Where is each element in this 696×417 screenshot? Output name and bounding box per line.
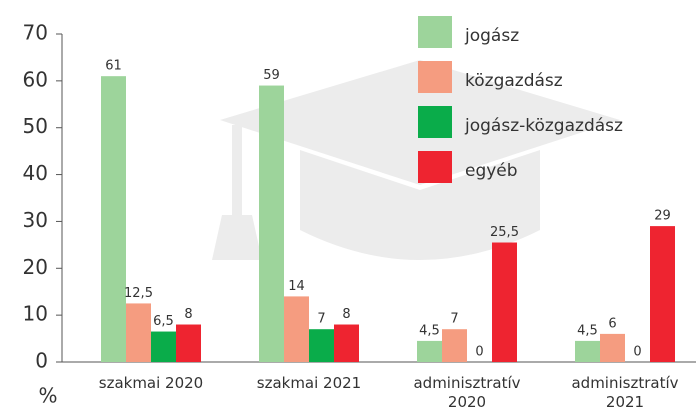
bar: [101, 76, 126, 363]
value-label: 59: [263, 68, 280, 83]
x-tick-label: adminisztratív 2021: [571, 374, 679, 411]
y-tick-label: 0: [35, 349, 48, 373]
legend-label: közgazdász: [465, 71, 563, 91]
bar: [334, 324, 359, 362]
legend-swatch: [418, 106, 452, 138]
value-label: 8: [184, 307, 192, 322]
value-label: 25,5: [490, 225, 519, 240]
value-label: 8: [342, 307, 350, 322]
y-tick-label: 10: [23, 302, 48, 326]
value-label: 6,5: [153, 314, 174, 329]
value-label: 12,5: [124, 286, 153, 301]
legend-swatch: [418, 151, 452, 183]
y-tick-label: 70: [23, 21, 48, 45]
value-label: 7: [317, 312, 325, 327]
bar: [650, 226, 675, 362]
legend-label: egyéb: [465, 161, 518, 181]
bar: [309, 329, 334, 362]
legend-label: jogász-közgazdász: [464, 116, 623, 136]
value-label: 61: [105, 59, 122, 74]
legend-swatch: [418, 16, 452, 48]
value-label: 0: [633, 345, 641, 360]
bar: [442, 329, 467, 362]
y-axis-label: %: [38, 384, 57, 408]
x-tick-label: szakmai 2021: [256, 374, 362, 392]
y-tick-label: 50: [23, 114, 48, 138]
value-label: 14: [288, 279, 305, 294]
legend-label: jogász: [464, 26, 519, 46]
value-label: 4,5: [577, 323, 598, 338]
value-label: 4,5: [419, 323, 440, 338]
value-label: 7: [450, 312, 458, 327]
x-tick-label: szakmai 2020: [98, 374, 204, 392]
bar: [151, 331, 176, 362]
y-tick-label: 40: [23, 161, 48, 185]
value-label: 29: [654, 209, 671, 224]
x-tick-label: adminisztratív 2020: [413, 374, 521, 411]
value-label: 6: [608, 316, 616, 331]
bar: [575, 340, 600, 362]
bar: [492, 242, 517, 362]
y-tick-label: 30: [23, 208, 48, 232]
bar: [259, 85, 284, 363]
tassel-end: [212, 215, 262, 260]
bar: [600, 333, 625, 362]
y-tick-label: 20: [23, 255, 48, 279]
bar: [417, 340, 442, 362]
y-tick-label: 60: [23, 67, 48, 91]
bar: [284, 296, 309, 362]
tassel: [232, 125, 242, 215]
legend-swatch: [418, 61, 452, 93]
value-label: 0: [475, 345, 483, 360]
bar: [126, 303, 151, 362]
bar: [176, 324, 201, 362]
cap-base: [300, 150, 540, 260]
